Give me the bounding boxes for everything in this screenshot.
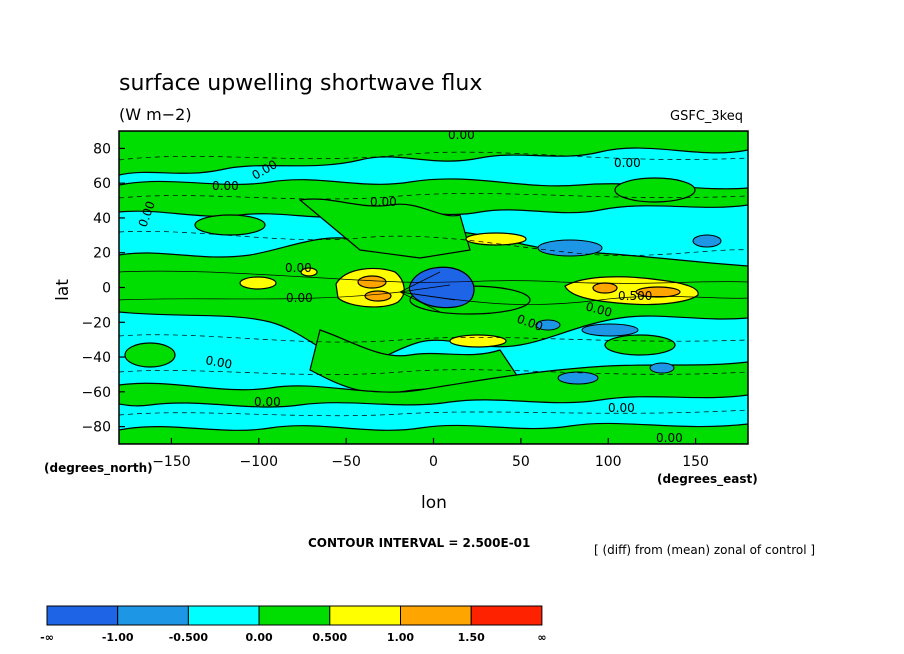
y-tick-label: 40 bbox=[93, 211, 111, 227]
x-tick-label: 0 bbox=[429, 454, 438, 470]
colorbar-label: 1.00 bbox=[387, 631, 414, 644]
model-label: GSFC_3keq bbox=[670, 109, 743, 124]
y-tick-label: −20 bbox=[81, 315, 111, 331]
colorbar-swatch bbox=[187, 605, 260, 626]
contour-interval: CONTOUR INTERVAL = 2.500E-01 bbox=[308, 536, 530, 550]
x-tick-label: 150 bbox=[682, 454, 709, 470]
contour-label: 0.00 bbox=[370, 195, 397, 209]
y-tick-label: −60 bbox=[81, 385, 111, 401]
y-units-label: (degrees_north) bbox=[44, 461, 153, 476]
colorbar-swatch bbox=[329, 605, 401, 626]
colorbar-label: ∞ bbox=[537, 631, 546, 644]
x-tick-label: −100 bbox=[240, 454, 278, 470]
y-axis: 80 60 40 20 0 −20 −40 −60 −80 bbox=[81, 141, 125, 436]
chart-units: (W m−2) bbox=[119, 105, 192, 124]
contour-label: 0.00 bbox=[254, 395, 281, 409]
colorbar-label: -1.00 bbox=[102, 631, 134, 644]
y-tick-label: 0 bbox=[102, 281, 111, 297]
x-units-label: (degrees_east) bbox=[657, 472, 758, 487]
contour-label: 0.00 bbox=[608, 401, 635, 415]
y-axis-label: lat bbox=[53, 279, 73, 301]
contour-label: 0.00 bbox=[285, 261, 312, 275]
colorbar-label: -∞ bbox=[40, 631, 54, 644]
x-axis-label: lon bbox=[421, 493, 447, 513]
colorbar-label: 0.00 bbox=[246, 631, 273, 644]
contour-label: 0.00 bbox=[656, 431, 683, 445]
y-tick-label: 60 bbox=[93, 176, 111, 192]
green-regions bbox=[119, 131, 748, 444]
negative-regions bbox=[535, 234, 722, 385]
contour-field: 0.00 0.00 0.00 0.00 0.00 0.00 0.00 0.00 … bbox=[119, 128, 748, 445]
y-tick-label: 20 bbox=[93, 246, 111, 262]
y-tick-label: 80 bbox=[93, 141, 111, 157]
colorbar-label: -0.500 bbox=[169, 631, 209, 644]
x-tick-label: −150 bbox=[152, 454, 190, 470]
chart-title: surface upwelling shortwave flux bbox=[119, 71, 482, 96]
y-tick-label: −80 bbox=[81, 420, 111, 436]
contour-label: 0.00 bbox=[212, 179, 239, 193]
y-tick-label: −40 bbox=[81, 350, 111, 366]
colorbar-swatch bbox=[117, 605, 189, 626]
colorbar: -∞ -1.00 -0.500 0.00 0.500 1.00 1.50 ∞ bbox=[40, 605, 546, 644]
contour-label: 0.00 bbox=[614, 156, 641, 170]
colorbar-swatch bbox=[400, 605, 472, 626]
colorbar-swatch bbox=[46, 605, 119, 626]
africa-negative-max bbox=[408, 266, 475, 309]
contour-label: 0.00 bbox=[448, 128, 475, 142]
contour-label: 0.00 bbox=[204, 353, 233, 371]
colorbar-swatch bbox=[470, 605, 543, 626]
contour-label: 0.500 bbox=[618, 289, 652, 303]
x-axis: −150 −100 −50 0 50 100 150 bbox=[152, 438, 709, 470]
contour-label: 0.00 bbox=[286, 291, 313, 305]
diff-note: [ (diff) from (mean) zonal of control ] bbox=[594, 543, 815, 557]
contour-lines bbox=[119, 151, 748, 417]
colorbar-swatch bbox=[258, 605, 331, 626]
x-tick-label: 100 bbox=[595, 454, 622, 470]
contour-label: 0.00 bbox=[584, 299, 613, 319]
x-tick-label: −50 bbox=[331, 454, 361, 470]
colorbar-label: 0.500 bbox=[312, 631, 347, 644]
colorbar-label: 1.50 bbox=[458, 631, 485, 644]
x-tick-label: 50 bbox=[512, 454, 530, 470]
positive-regions bbox=[239, 232, 699, 348]
